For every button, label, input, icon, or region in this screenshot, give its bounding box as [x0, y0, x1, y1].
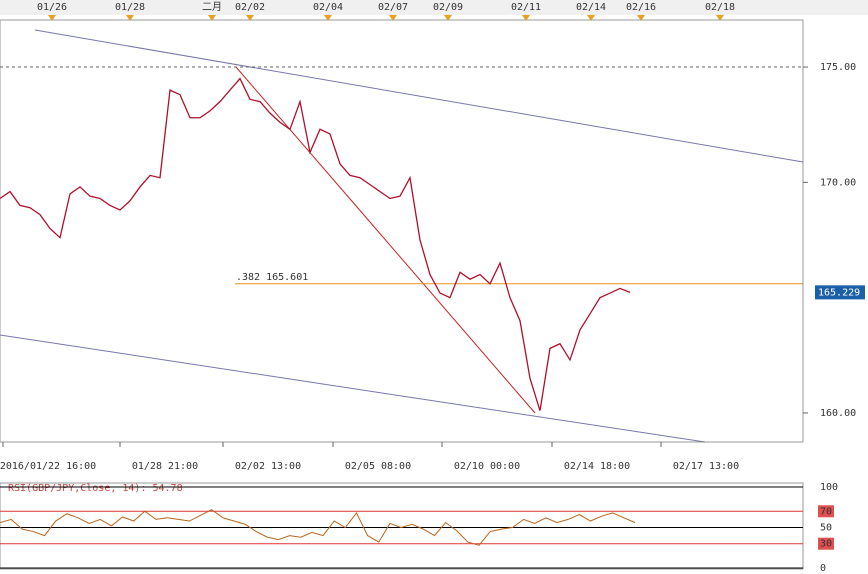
marker [389, 15, 397, 21]
y-tick-label: 170.00 [820, 177, 856, 188]
x-tick-label: 02/05 08:00 [345, 461, 411, 472]
x-tick-label: 02/10 00:00 [454, 461, 520, 472]
price-panel [0, 19, 804, 443]
x-tick-label: 2016/01/22 16:00 [0, 461, 96, 472]
rsi-tick-label: 70 [820, 506, 832, 517]
top-date: 02/18 [705, 2, 735, 13]
price-label: 165.229 [818, 287, 860, 298]
price-box [815, 285, 865, 300]
marker [716, 15, 724, 21]
rsi-tick-label: 0 [820, 563, 826, 574]
top-bar [0, 0, 868, 15]
top-date: 02/11 [511, 2, 541, 13]
top-date: 02/16 [626, 2, 656, 13]
rsi-tick-label: 100 [820, 482, 838, 493]
y-tick-label: 175.00 [820, 62, 856, 73]
fib-label: .382 165.601 [236, 272, 308, 283]
marker [637, 15, 645, 21]
marker [522, 15, 530, 21]
marker [246, 15, 254, 21]
rsi-tick-label: 30 [820, 539, 832, 550]
upper-channel [34, 29, 804, 163]
top-date: 01/26 [37, 2, 67, 13]
marker [587, 15, 595, 21]
rsi-line [0, 509, 636, 546]
top-date: 02/09 [433, 2, 463, 13]
rsi-tick-label: 50 [820, 523, 832, 534]
marker [126, 15, 134, 21]
top-date: 02/14 [576, 2, 606, 13]
price-line [0, 77, 631, 411]
x-tick-label: 02/17 13:00 [673, 461, 739, 472]
marker [208, 15, 216, 21]
top-date: 二月 [202, 1, 222, 13]
marker [444, 15, 452, 21]
rsi-tick-bg [818, 505, 834, 518]
rsi-title: RSI(GBP/JPY,Close, 14): 54.78 [8, 483, 183, 494]
x-tick-label: 02/02 13:00 [235, 461, 301, 472]
marker [324, 15, 332, 21]
y-tick-label: 160.00 [820, 408, 856, 419]
top-date: 02/04 [313, 2, 343, 13]
fib-line [235, 66, 536, 414]
top-date: 01/28 [115, 2, 145, 13]
rsi-panel [0, 482, 804, 570]
x-tick-label: 01/28 21:00 [132, 461, 198, 472]
top-date: 02/07 [378, 2, 408, 13]
rsi-tick-bg [818, 537, 834, 550]
top-date: 02/02 [235, 2, 265, 13]
marker [48, 15, 56, 21]
x-tick-label: 02/14 18:00 [564, 461, 630, 472]
lower-channel [0, 334, 706, 443]
